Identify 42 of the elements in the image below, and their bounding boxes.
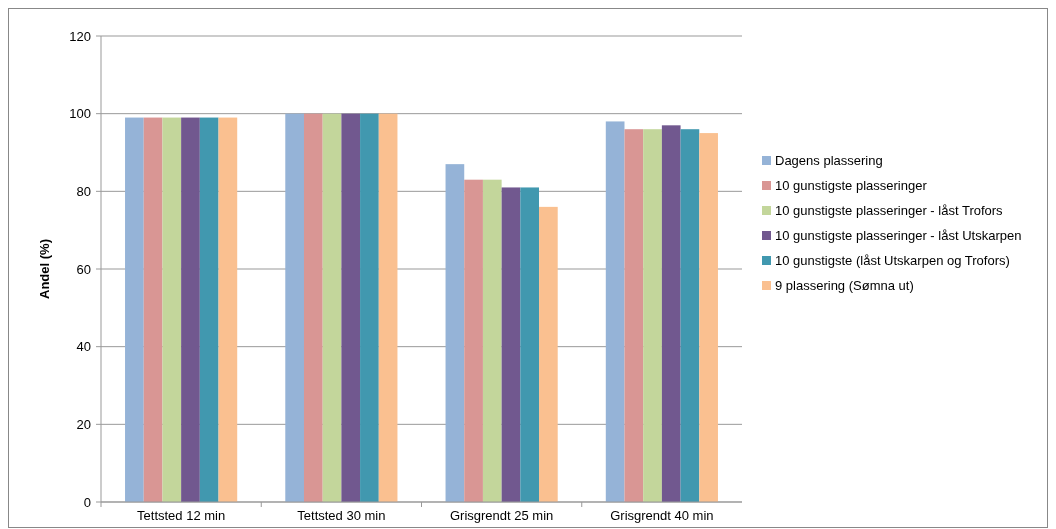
bar	[464, 179, 483, 502]
bar	[643, 129, 662, 502]
bar	[285, 113, 304, 502]
bar	[501, 187, 521, 502]
y-tick-label: 40	[76, 339, 91, 355]
bar	[539, 206, 558, 502]
bar	[482, 179, 502, 502]
y-tick-label: 100	[69, 106, 91, 122]
y-tick-label: 60	[76, 261, 91, 277]
bar	[303, 113, 323, 502]
bar	[445, 164, 465, 502]
bar	[322, 113, 342, 502]
legend-label: 10 gunstigste plasseringer - låst Utskarpen	[775, 227, 1022, 243]
x-tick-label: Tettsted 30 min	[297, 508, 386, 523]
bar	[218, 117, 238, 502]
bar	[199, 117, 219, 502]
legend-label: 10 gunstigste plasseringer	[775, 177, 928, 193]
y-tick-label: 20	[76, 416, 91, 432]
bar	[360, 113, 379, 502]
bar	[520, 187, 540, 502]
x-tick-label: Tettsted 12 min	[137, 508, 226, 523]
x-tick-label: Grisgrendt 25 min	[449, 508, 554, 523]
bar	[162, 117, 182, 502]
bar	[143, 117, 163, 502]
bar	[699, 133, 718, 502]
x-tick-label: Grisgrendt 40 min	[610, 508, 714, 523]
legend-label: 9 plassering (Sømna ut)	[775, 277, 914, 293]
bar	[605, 121, 625, 502]
bar	[680, 129, 700, 502]
bar	[125, 117, 144, 502]
y-tick-label: 120	[69, 28, 91, 44]
bar	[341, 113, 361, 502]
bar	[624, 129, 644, 502]
legend-label: Dagens plassering	[775, 152, 883, 168]
legend-label: 10 gunstigste plasseringer - låst Trofors	[775, 202, 1004, 218]
y-tick-label: 0	[83, 494, 91, 510]
bar	[378, 113, 398, 502]
y-axis-title: Andel (%)	[37, 239, 52, 299]
bar	[661, 125, 681, 502]
y-tick-label: 80	[76, 183, 91, 199]
legend-label: 10 gunstigste (låst Utskarpen og Trofors)	[775, 252, 1010, 268]
bar	[181, 117, 200, 502]
